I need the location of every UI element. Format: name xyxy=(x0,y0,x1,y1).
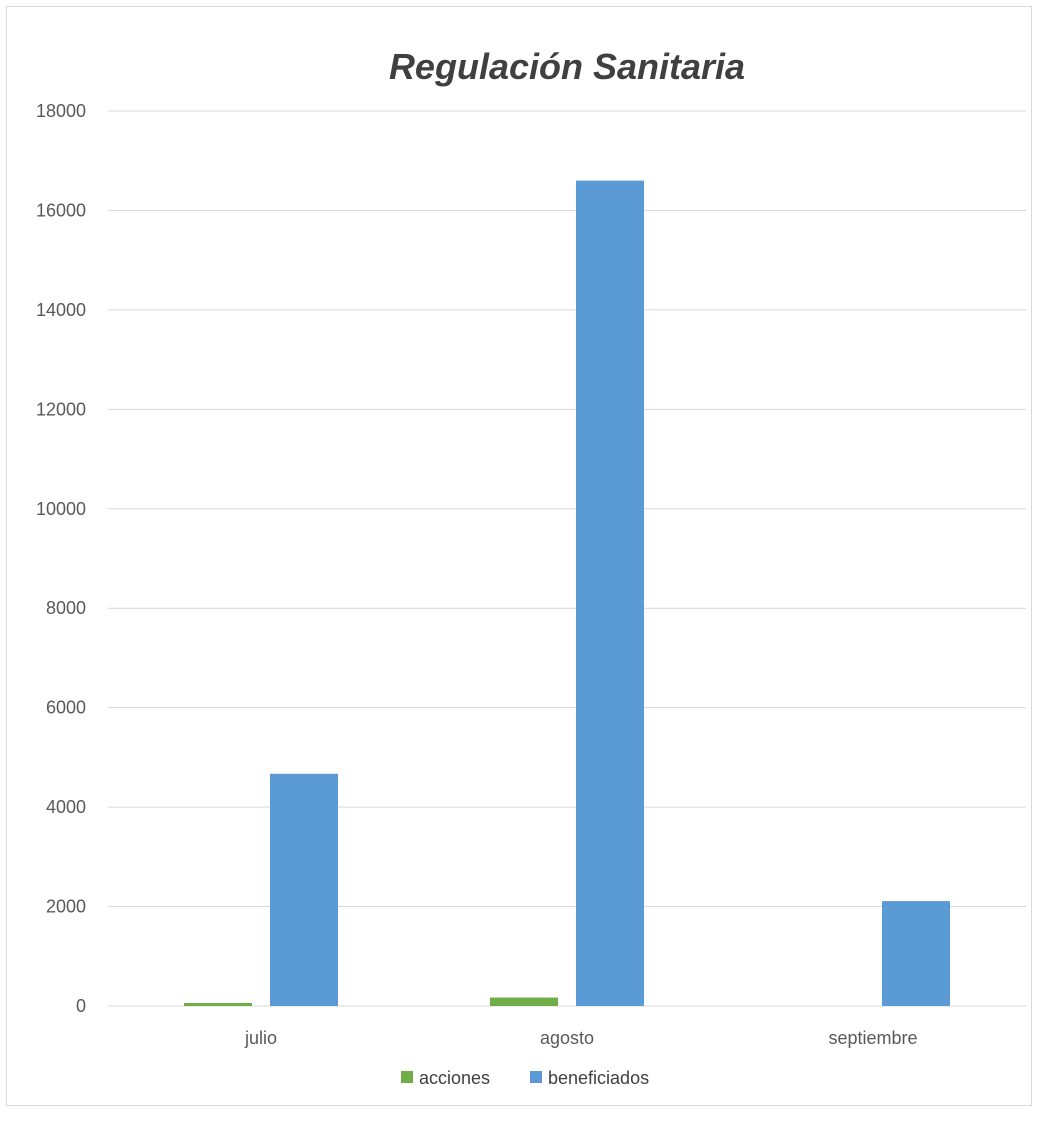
bar-beneficiados-agosto xyxy=(576,180,644,1007)
y-tick-label: 18000 xyxy=(36,101,86,121)
x-tick-label: julio xyxy=(244,1028,277,1048)
bars xyxy=(184,180,950,1007)
y-tick-label: 16000 xyxy=(36,200,86,220)
legend-swatch-acciones xyxy=(401,1071,413,1083)
legend-swatch-beneficiados xyxy=(530,1071,542,1083)
legend: acciones beneficiados xyxy=(401,1068,649,1088)
y-tick-label: 12000 xyxy=(36,399,86,419)
chart-frame xyxy=(6,6,1032,1106)
x-tick-label: septiembre xyxy=(828,1028,917,1048)
gridlines xyxy=(108,110,1026,1007)
bar-acciones-agosto xyxy=(490,997,558,1006)
y-tick-label: 10000 xyxy=(36,499,86,519)
chart-title: Regulación Sanitaria xyxy=(389,46,745,87)
legend-label-acciones: acciones xyxy=(419,1068,490,1088)
y-tick-label: 14000 xyxy=(36,300,86,320)
x-tick-label: agosto xyxy=(540,1028,594,1048)
y-tick-label: 8000 xyxy=(46,598,86,618)
bar-acciones-julio xyxy=(184,1003,252,1006)
bar-beneficiados-septiembre xyxy=(882,901,950,1006)
x-axis-ticks: julio agosto septiembre xyxy=(244,1028,918,1048)
y-tick-label: 4000 xyxy=(46,797,86,817)
bar-beneficiados-julio xyxy=(270,773,338,1006)
y-tick-label: 6000 xyxy=(46,698,86,718)
y-axis-ticks: 0 2000 4000 6000 8000 10000 12000 14000 16000 180… xyxy=(36,101,86,1016)
legend-label-beneficiados: beneficiados xyxy=(548,1068,649,1088)
y-tick-label: 2000 xyxy=(46,897,86,917)
y-tick-label: 0 xyxy=(76,996,86,1016)
